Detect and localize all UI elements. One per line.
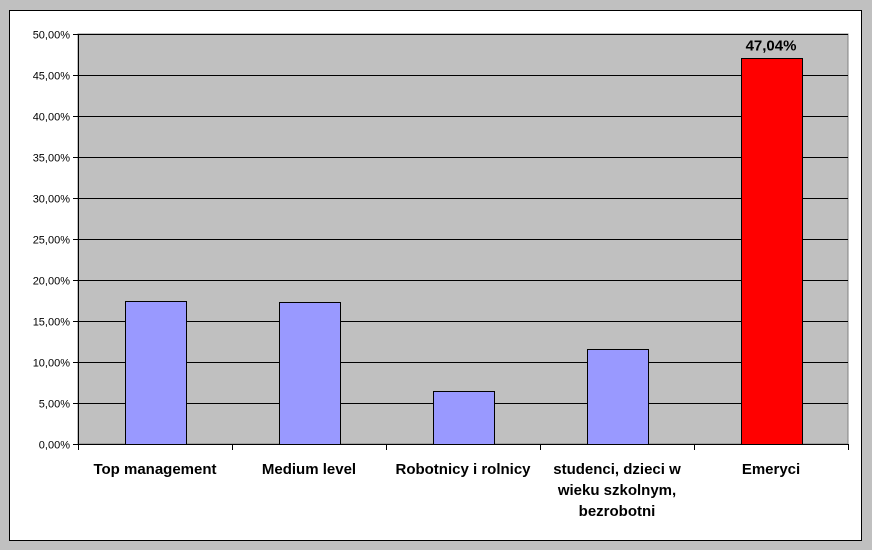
x-category-label: studenci, dzieci w wieku szkolnym, bezrobo… xyxy=(553,461,681,520)
x-category-label-line: Robotnicy i rolnicy xyxy=(395,461,531,478)
x-category-label: Top management xyxy=(93,461,216,478)
bar[interactable] xyxy=(741,58,803,445)
x-category-label-line: wieku szkolnym, xyxy=(557,482,676,499)
x-category-label: Robotnicy i rolnicy xyxy=(395,461,531,478)
x-category-label-line: Emeryci xyxy=(742,461,800,478)
y-tick-label: 50,00% xyxy=(33,30,71,42)
y-tick-label: 0,00% xyxy=(39,440,70,452)
y-tick-label: 30,00% xyxy=(33,194,71,206)
y-tick-label: 10,00% xyxy=(33,358,71,370)
y-tick-label: 40,00% xyxy=(33,112,71,124)
y-tick-label: 5,00% xyxy=(39,399,70,411)
bar[interactable] xyxy=(433,391,495,445)
bar[interactable] xyxy=(279,302,341,445)
y-tick-label: 25,00% xyxy=(33,235,71,247)
y-tick-label: 45,00% xyxy=(33,71,71,83)
x-category-label: Medium level xyxy=(262,461,356,478)
x-category-label-line: bezrobotni xyxy=(579,503,656,520)
bar[interactable] xyxy=(587,349,649,445)
data-label: 47,04% xyxy=(746,37,797,54)
y-tick-label: 20,00% xyxy=(33,276,71,288)
x-category-label-line: studenci, dzieci w xyxy=(553,461,681,478)
x-category-label-line: Medium level xyxy=(262,461,356,478)
y-tick-label: 35,00% xyxy=(33,153,71,165)
x-category-label-line: Top management xyxy=(93,461,216,478)
bar[interactable] xyxy=(125,301,187,445)
x-category-label: Emeryci xyxy=(742,461,800,478)
y-tick-label: 15,00% xyxy=(33,317,71,329)
